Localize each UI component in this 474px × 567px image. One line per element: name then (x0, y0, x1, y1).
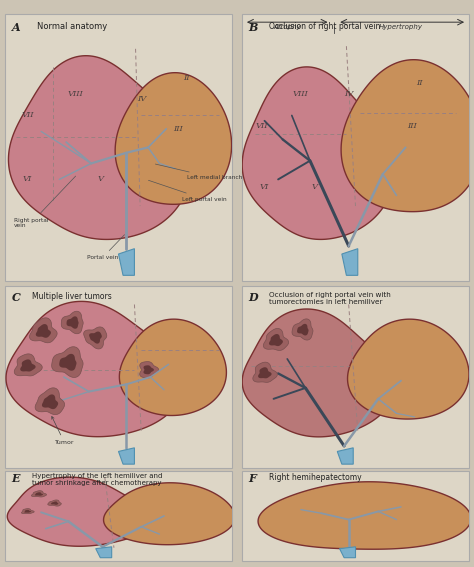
Text: VIII: VIII (293, 90, 309, 98)
Text: C: C (11, 292, 20, 303)
Polygon shape (59, 354, 76, 371)
Polygon shape (52, 346, 83, 378)
Text: V: V (311, 183, 318, 192)
Text: Right portal
vein: Right portal vein (14, 176, 76, 229)
Polygon shape (341, 60, 474, 211)
Text: VII: VII (21, 112, 34, 120)
Polygon shape (14, 354, 42, 376)
Polygon shape (35, 388, 64, 414)
Text: Left medial branch: Left medial branch (155, 164, 242, 180)
Polygon shape (21, 509, 34, 514)
Polygon shape (242, 67, 394, 239)
Polygon shape (140, 362, 159, 378)
Polygon shape (253, 362, 277, 382)
Polygon shape (96, 547, 112, 558)
Text: Multiple liver tumors: Multiple liver tumors (32, 292, 112, 301)
Polygon shape (258, 482, 471, 549)
Polygon shape (20, 359, 36, 371)
Polygon shape (7, 477, 155, 546)
Text: Atrophy: Atrophy (273, 23, 301, 29)
Text: IV: IV (137, 95, 146, 103)
Text: VI: VI (23, 175, 32, 183)
Text: Portal vein: Portal vein (87, 235, 125, 260)
Text: Occlusion of right portal vein: Occlusion of right portal vein (269, 22, 381, 31)
Polygon shape (118, 448, 135, 464)
Text: Left portal vein: Left portal vein (148, 180, 227, 202)
Polygon shape (31, 490, 46, 497)
FancyBboxPatch shape (5, 286, 232, 468)
Polygon shape (61, 311, 83, 334)
Text: II: II (416, 79, 422, 87)
Polygon shape (339, 547, 356, 558)
FancyBboxPatch shape (242, 471, 469, 561)
Text: Normal anatomy: Normal anatomy (36, 22, 107, 31)
Polygon shape (29, 318, 57, 343)
Polygon shape (258, 367, 272, 378)
Polygon shape (297, 324, 309, 336)
FancyBboxPatch shape (242, 14, 469, 281)
Text: VII: VII (256, 122, 268, 130)
Polygon shape (242, 309, 394, 437)
Text: V: V (97, 175, 103, 183)
FancyBboxPatch shape (242, 286, 469, 468)
Text: B: B (248, 22, 258, 33)
Polygon shape (269, 334, 283, 346)
Polygon shape (115, 73, 232, 204)
Text: Right hemihepatectomy: Right hemihepatectomy (269, 473, 362, 483)
Text: VI: VI (260, 183, 269, 192)
Text: D: D (248, 292, 258, 303)
Text: Hypertrophy: Hypertrophy (379, 23, 423, 29)
FancyBboxPatch shape (5, 14, 232, 281)
Polygon shape (84, 327, 107, 349)
Text: E: E (11, 473, 20, 484)
Text: III: III (173, 125, 182, 133)
Polygon shape (342, 249, 358, 276)
Text: Occlusion of right portal vein with
tumorectomies in left hemiliver: Occlusion of right portal vein with tumo… (269, 292, 391, 305)
Polygon shape (6, 302, 183, 437)
Text: IV: IV (344, 90, 353, 98)
FancyBboxPatch shape (5, 471, 232, 561)
Polygon shape (347, 319, 469, 419)
Polygon shape (24, 510, 31, 513)
Text: II: II (183, 74, 190, 82)
Polygon shape (42, 395, 58, 409)
Polygon shape (9, 56, 191, 239)
Polygon shape (264, 328, 289, 350)
Polygon shape (144, 365, 154, 374)
Text: A: A (11, 22, 20, 33)
Polygon shape (89, 332, 102, 344)
Polygon shape (103, 483, 235, 545)
Polygon shape (36, 324, 51, 338)
Text: III: III (408, 122, 417, 130)
Polygon shape (48, 500, 61, 506)
Polygon shape (337, 448, 353, 464)
Text: VIII: VIII (67, 90, 83, 98)
Polygon shape (292, 319, 313, 340)
Text: Tumor: Tumor (52, 417, 74, 445)
Text: F: F (248, 473, 256, 484)
Polygon shape (66, 316, 79, 329)
Polygon shape (118, 249, 135, 276)
Polygon shape (119, 319, 227, 416)
Polygon shape (51, 501, 58, 505)
Text: Hypertrophy of the left hemiliver and
tumor shrinkage after chemotherapy: Hypertrophy of the left hemiliver and tu… (32, 473, 163, 486)
Polygon shape (35, 492, 43, 496)
